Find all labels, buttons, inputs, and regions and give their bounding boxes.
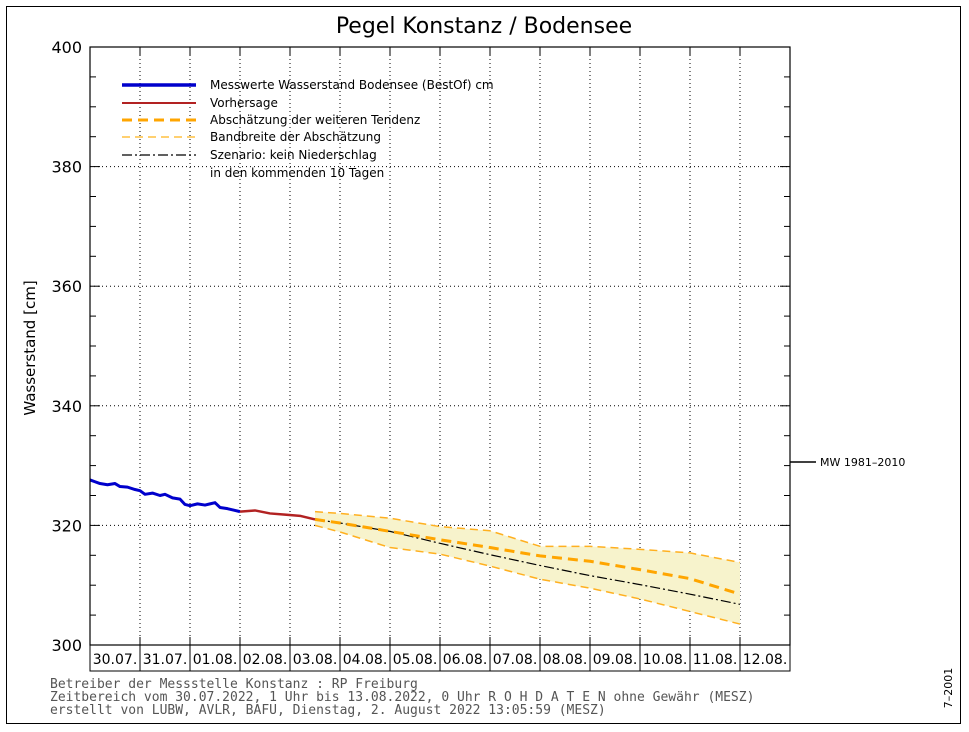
y-tick-label: 320 — [51, 516, 82, 535]
x-tick-label: 02.08. — [243, 652, 288, 668]
chart-frame — [6, 6, 961, 724]
series-forecast — [239, 509, 316, 521]
band-area — [315, 511, 740, 625]
band-fill — [315, 511, 740, 625]
legend-label-measured: Messwerte Wasserstand Bodensee (BestOf) … — [210, 78, 494, 92]
x-tick-label: 10.08. — [643, 652, 688, 668]
series-lines — [89, 478, 741, 625]
reference-label: MW 1981–2010 — [820, 456, 905, 469]
x-tick-label: 31.07. — [143, 652, 188, 668]
x-tick-label: 07.08. — [493, 652, 538, 668]
grid-lines — [90, 47, 790, 645]
side-code: 7–2001 — [942, 668, 955, 709]
series-band-upper — [314, 510, 741, 564]
y-tick-label: 360 — [51, 277, 82, 296]
x-tick-label: 12.08. — [743, 652, 788, 668]
footer: Betreiber der Messstelle Konstanz : RP F… — [50, 677, 754, 718]
x-tick-label: 01.08. — [193, 652, 238, 668]
x-tick-label: 06.08. — [443, 652, 488, 668]
x-tick-label: 30.07. — [93, 652, 138, 668]
footer-line-1: Betreiber der Messstelle Konstanz : RP F… — [50, 677, 418, 692]
y-tick-label: 340 — [51, 397, 82, 416]
footer-line-3: erstellt von LUBW, AVLR, BAFU, Dienstag,… — [50, 703, 606, 718]
x-tick-label: 03.08. — [293, 652, 338, 668]
y-axis-label: Wasserstand [cm] — [21, 280, 39, 415]
legend-label-scenario: Szenario: kein Niederschlag — [210, 148, 377, 162]
x-tick-label: 08.08. — [543, 652, 588, 668]
legend-label-scenario-line2: in den kommenden 10 Tagen — [210, 166, 384, 180]
legend-label-forecast: Vorhersage — [210, 96, 278, 110]
x-tick-label: 11.08. — [693, 652, 738, 668]
x-tick-label: 09.08. — [593, 652, 638, 668]
reference-line-mw: MW 1981–2010 — [790, 456, 905, 469]
legend-label-estimate: Abschätzung der weiteren Tendenz — [210, 113, 420, 127]
footer-line-2: Zeitbereich vom 30.07.2022, 1 Uhr bis 13… — [50, 690, 754, 705]
y-tick-label: 400 — [51, 38, 82, 57]
series-estimate — [314, 517, 741, 596]
x-tick-label: 05.08. — [393, 652, 438, 668]
y-tick-label: 380 — [51, 158, 82, 177]
legend: Messwerte Wasserstand Bodensee (BestOf) … — [122, 78, 494, 180]
series-band-lower — [314, 524, 741, 625]
y-tick-label: 300 — [51, 636, 82, 655]
series-measured — [89, 478, 241, 514]
chart-title: Pegel Konstanz / Bodensee — [336, 14, 632, 39]
x-tick-label: 04.08. — [343, 652, 388, 668]
axes: 300 320 340 360 380 400 30.07. 31.07. 01.08. 02.0… — [51, 38, 791, 672]
legend-label-band: Bandbreite der Abschätzung — [210, 130, 381, 144]
